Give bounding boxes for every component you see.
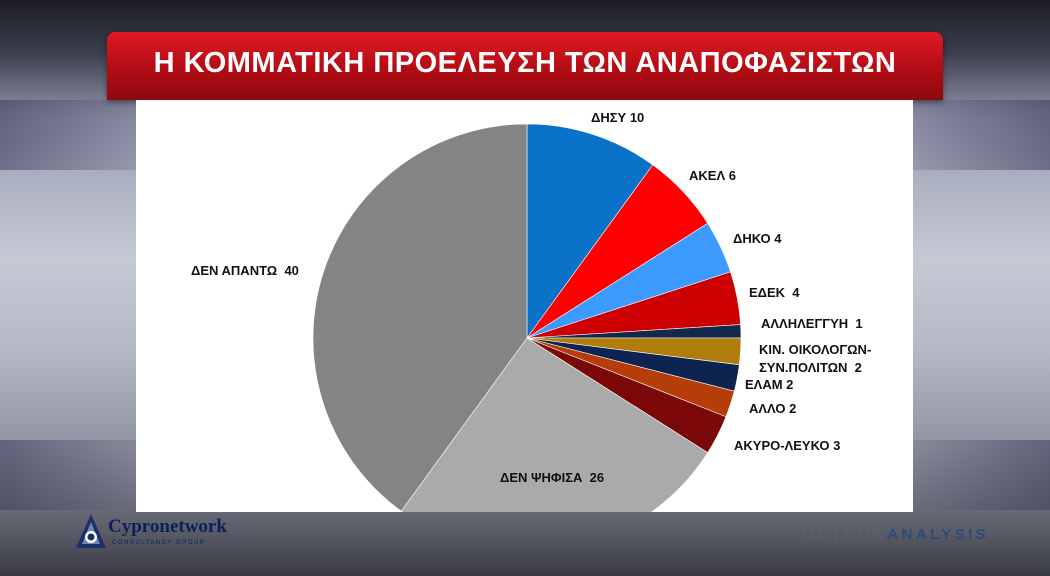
- slice-label-6-line-2: ΣΥΝ.ΠΟΛΙΤΩΝ 2: [759, 360, 862, 375]
- cypronetwork-tagline: CONSULTANCY GROUP: [112, 540, 206, 546]
- chart-panel: ΔΗΣΥ 10 ΑΚΕΛ 6 ΔΗΚΟ 4 ΕΔΕΚ 4 ΑΛΛΗΛΕΓΓΥΗ 1 ΚΙΝ…: [136, 100, 913, 512]
- pie-slice-10: [400, 337, 709, 512]
- slice-label-11: ΔΕΝ ΑΠΑΝΤΩ 40: [191, 263, 299, 278]
- chart-title: Η ΚΟΜΜΑΤΙΚΗ ΠΡΟΕΛΕΥΣΗ ΤΩΝ ΑΝΑΠΟΦΑΣΙΣΤΩΝ: [153, 47, 897, 79]
- slice-label-9: ΑΚΥΡΟ-ΛΕΥΚΟ 3: [734, 438, 840, 453]
- cypronetwork-name: Cypronetwork: [108, 516, 227, 537]
- slice-label-1: ΔΗΣΥ 10: [591, 110, 644, 125]
- metron-analysis-logo: METRONANALYSIS: [802, 526, 992, 548]
- slice-label-10: ΔΕΝ ΨΗΦΙΣΑ 26: [500, 470, 604, 485]
- metron-word: METRON: [802, 526, 888, 543]
- cypronetwork-logo: Cypronetwork CONSULTANCY GROUP: [74, 510, 244, 554]
- slice-label-5: ΑΛΛΗΛΕΓΓΥΗ 1: [761, 316, 863, 331]
- slice-label-3: ΔΗΚΟ 4: [733, 231, 782, 246]
- slice-label-2: ΑΚΕΛ 6: [689, 168, 736, 183]
- pie-slice-1: [526, 123, 654, 339]
- cypronetwork-emblem-icon: [76, 514, 106, 548]
- slice-label-7: ΕΛΑΜ 2: [745, 377, 793, 392]
- slice-label-8: ΑΛΛΟ 2: [749, 401, 796, 416]
- pie-chart: ΔΗΣΥ 10 ΑΚΕΛ 6 ΔΗΚΟ 4 ΕΔΕΚ 4 ΑΛΛΗΛΕΓΓΥΗ 1 ΚΙΝ…: [191, 110, 871, 512]
- slice-label-6: ΚΙΝ. ΟΙΚΟΛΟΓΩΝ-: [759, 342, 871, 357]
- pie-slice-11: [312, 123, 528, 512]
- title-banner: Η ΚΟΜΜΑΤΙΚΗ ΠΡΟΕΛΕΥΣΗ ΤΩΝ ΑΝΑΠΟΦΑΣΙΣΤΩΝ: [107, 32, 943, 100]
- analysis-word: ANALYSIS: [887, 526, 990, 543]
- slice-label-4: ΕΔΕΚ 4: [749, 285, 800, 300]
